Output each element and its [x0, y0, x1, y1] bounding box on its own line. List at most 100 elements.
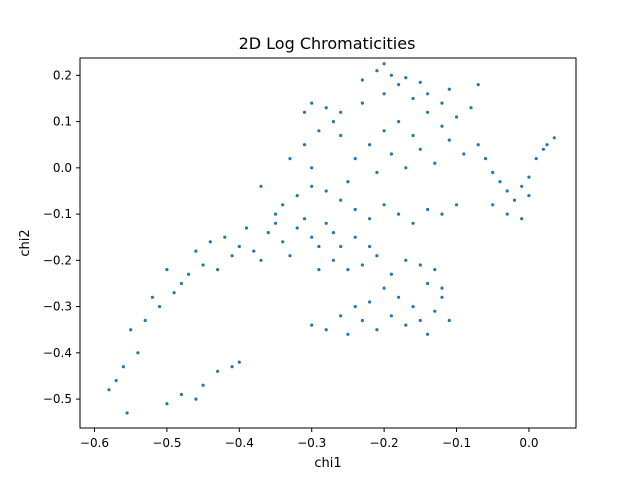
scatter-point — [426, 332, 430, 336]
scatter-point — [339, 244, 343, 249]
scatter-point — [310, 235, 314, 239]
scatter-point — [346, 332, 350, 336]
scatter-point — [136, 351, 140, 355]
scatter-point — [353, 305, 357, 309]
scatter-point — [353, 235, 357, 239]
scatter-point — [288, 254, 292, 258]
scatter-point — [418, 263, 422, 267]
scatter-point — [360, 101, 364, 105]
scatter-point — [179, 281, 183, 286]
scatter-point — [339, 110, 343, 114]
scatter-point — [302, 110, 307, 114]
scatter-point — [411, 305, 415, 309]
scatter-point — [317, 268, 321, 272]
scatter-point — [462, 152, 466, 156]
scatter-point — [411, 96, 415, 101]
x-axis-ticks: −0.6 −0.5 −0.4 −0.3 −0.2 −0.1 0.0 — [80, 428, 538, 450]
scatter-point — [389, 314, 393, 318]
scatter-point — [353, 207, 357, 212]
x-tick-label: −0.5 — [152, 436, 181, 450]
scatter-point — [281, 203, 285, 207]
plot-frame — [79, 57, 577, 429]
y-tick-label: −0.1 — [43, 207, 72, 221]
scatter-point — [331, 258, 335, 262]
scatter-point — [375, 328, 379, 332]
scatter-point — [426, 110, 430, 114]
scatter-point — [541, 147, 546, 151]
scatter-point — [281, 240, 285, 244]
scatter-point — [440, 286, 444, 290]
scatter-point — [201, 263, 205, 267]
scatter-point — [302, 143, 307, 147]
scatter-point — [520, 184, 524, 188]
scatter-point — [324, 189, 328, 193]
scatter-point — [172, 291, 176, 295]
x-tick-label: −0.3 — [297, 436, 326, 450]
scatter-point — [187, 272, 191, 276]
y-axis-ticks: 0.2 0.1 0.0 −0.1 −0.2 −0.3 −0.4 −0.5 — [43, 68, 80, 406]
scatter-point — [252, 249, 256, 253]
x-axis-label: chi1 — [314, 456, 341, 471]
scatter-point — [505, 189, 509, 193]
scatter-point — [125, 411, 129, 415]
scatter-point — [208, 240, 212, 244]
scatter-point — [216, 369, 220, 373]
scatter-point — [339, 133, 343, 138]
scatter-point — [324, 221, 328, 225]
scatter-point — [545, 143, 549, 147]
scatter-point — [382, 129, 386, 133]
scatter-point — [310, 101, 314, 105]
scatter-point — [382, 62, 386, 66]
scatter-point — [447, 318, 451, 323]
scatter-point — [295, 194, 299, 198]
scatter-point — [129, 328, 133, 332]
scatter-point — [259, 258, 263, 262]
scatter-point — [375, 170, 379, 175]
scatter-point — [476, 83, 480, 87]
scatter-point — [201, 383, 205, 387]
scatter-point — [194, 397, 198, 401]
scatter-point — [295, 226, 299, 230]
x-tick-label: −0.1 — [442, 436, 471, 450]
scatter-point — [491, 203, 495, 207]
scatter-point — [382, 286, 386, 290]
scatter-point — [324, 328, 328, 332]
y-tick-label: −0.4 — [43, 346, 72, 360]
x-tick-label: −0.2 — [370, 436, 399, 450]
scatter-point — [310, 166, 314, 170]
scatter-point — [114, 379, 118, 383]
scatter-point — [259, 184, 263, 188]
scatter-point — [360, 263, 364, 267]
scatter-point — [440, 212, 444, 216]
scatter-point — [230, 365, 234, 369]
scatter-point — [339, 198, 343, 202]
scatter-point — [143, 318, 147, 323]
scatter-point — [426, 92, 430, 96]
scatter-point — [469, 106, 473, 110]
scatter-point — [418, 147, 422, 151]
scatter-point — [433, 309, 437, 313]
scatter-point — [230, 254, 234, 258]
scatter-point — [165, 402, 169, 406]
scatter-point — [288, 157, 292, 161]
data-points — [107, 62, 556, 415]
scatter-point — [382, 92, 386, 96]
scatter-point — [483, 157, 488, 161]
scatter-point — [273, 221, 278, 225]
scatter-point — [476, 143, 480, 147]
scatter-point — [426, 207, 430, 212]
y-tick-label: 0.2 — [53, 68, 72, 82]
y-axis-label: chi2 — [18, 229, 33, 256]
scatter-point — [397, 295, 401, 299]
scatter-point — [150, 295, 154, 299]
scatter-point — [552, 136, 556, 140]
y-tick-label: −0.5 — [43, 392, 72, 406]
scatter-point — [397, 212, 401, 216]
scatter-point — [389, 152, 393, 156]
scatter-point — [534, 157, 538, 161]
scatter-point — [404, 166, 408, 170]
scatter-point — [223, 235, 227, 239]
scatter-point — [353, 157, 357, 161]
